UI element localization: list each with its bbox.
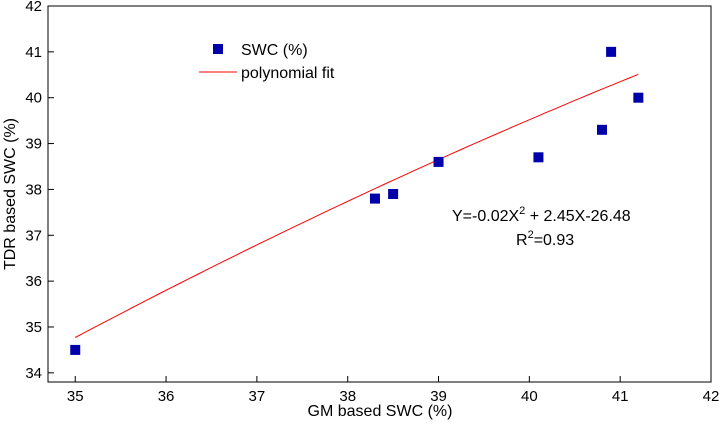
fit-equation-prefix: Y=-0.02X [452, 208, 519, 225]
fit-equation-exponent: 2 [519, 205, 525, 217]
x-tick-label: 42 [703, 388, 720, 405]
legend-label-swc: SWC (%) [241, 42, 308, 59]
x-axis-title: GM based SWC (%) [308, 403, 453, 420]
legend-label-fit: polynomial fit [241, 65, 335, 82]
x-tick-label: 35 [67, 388, 84, 405]
r-squared-suffix: =0.93 [534, 232, 575, 249]
legend-marker-swc [213, 44, 223, 54]
y-axis-title: TDR based SWC (%) [2, 118, 19, 270]
y-tick-label: 36 [25, 273, 42, 290]
x-tick-label: 41 [612, 388, 629, 405]
fit-layer [74, 73, 639, 338]
fit-equation: Y=-0.02X2 + 2.45X-26.48 [452, 205, 631, 225]
r-squared-prefix: R [516, 232, 528, 249]
data-point [597, 124, 608, 135]
r-squared: R2=0.93 [516, 229, 574, 249]
x-tick-label: 38 [339, 388, 356, 405]
data-point [606, 46, 617, 57]
points-layer [70, 46, 644, 355]
r-squared-exponent: 2 [528, 229, 534, 241]
y-tick-label: 38 [25, 181, 42, 198]
x-tick-label: 39 [430, 388, 447, 405]
data-point [433, 156, 444, 167]
data-point [70, 344, 81, 355]
y-tick-label: 39 [25, 136, 42, 153]
data-point [633, 92, 644, 103]
data-point [369, 193, 380, 204]
fit-equation-suffix: + 2.45X-26.48 [525, 208, 631, 225]
data-point [533, 152, 544, 163]
x-tick-label: 37 [249, 388, 266, 405]
legend: SWC (%) polynomial fit [199, 42, 335, 82]
ticks-layer: 35 36 37 38 39 40 41 42 34 35 36 37 38 39 40 41 42 [25, 0, 719, 405]
x-tick-label: 36 [158, 388, 175, 405]
plot-area-frame [47, 5, 712, 383]
y-tick-label: 34 [25, 365, 42, 382]
data-point [388, 189, 399, 199]
y-tick-label: 35 [25, 319, 42, 336]
y-tick-label: 41 [25, 44, 42, 61]
y-tick-label: 42 [25, 0, 42, 15]
polynomial-fit-line [74, 73, 639, 338]
y-tick-label: 40 [25, 90, 42, 107]
y-tick-label: 37 [25, 227, 42, 244]
x-tick-label: 40 [521, 388, 538, 405]
